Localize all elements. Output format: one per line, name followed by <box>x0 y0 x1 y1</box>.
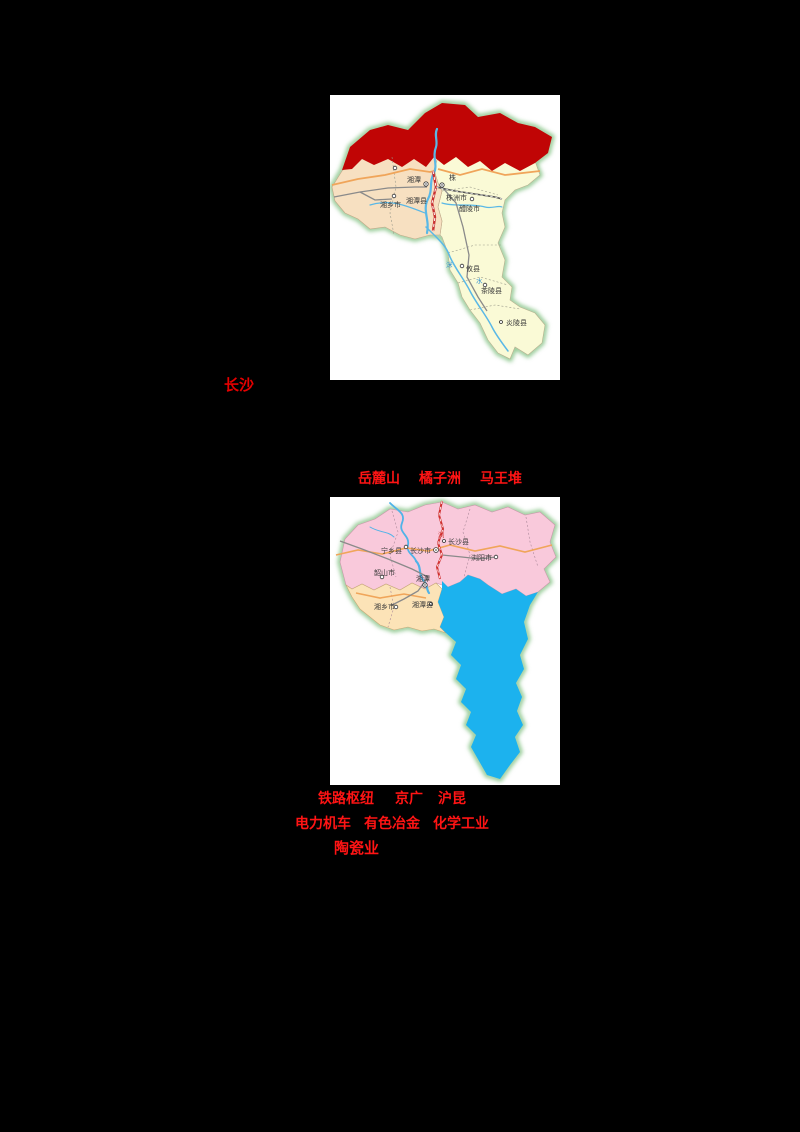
map2-label-liuyang: 浏阳市 <box>471 553 492 562</box>
map2-rivers <box>369 502 431 595</box>
map1-label-chaling: 茶陵县 <box>481 286 502 295</box>
zhuzhou-industries-line: 电力机车 有色冶金 化学工业 <box>295 816 502 830</box>
map2-svg: 宁乡县 长沙市 长沙县 浏阳市 韶山市 湘潭 湘乡市 湘潭县 浏 <box>335 499 559 782</box>
map1-label-yanling: 炎陵县 <box>506 318 527 327</box>
map-figure-changsha-highlighted: 湘潭 株 湘乡市 湘潭县 株洲市 醴陵市 攸县 茶陵县 炎陵县 洣 水 <box>330 95 560 380</box>
nonferrous-metallurgy-text: 有色冶金 <box>364 815 420 831</box>
map1-label-you-county: 攸县 <box>466 264 480 273</box>
map1-svg: 湘潭 株 湘乡市 湘潭县 株洲市 醴陵市 攸县 茶陵县 炎陵县 洣 水 <box>330 100 555 363</box>
map2-label-shaoshan: 韶山市 <box>374 568 395 577</box>
map2-label-liu-river: 浏 <box>438 530 445 539</box>
railway-hub-text: 铁路枢纽 <box>318 790 374 806</box>
map1-label-xiangxiang: 湘乡市 <box>380 200 401 209</box>
hukun-line-text: 沪昆 <box>438 790 466 806</box>
map-figure-zhuzhou-highlighted: 宁乡县 长沙市 长沙县 浏阳市 韶山市 湘潭 湘乡市 湘潭县 浏 <box>330 497 560 785</box>
zhuzhou-railway-line: 铁路枢纽 京广 沪昆 <box>318 791 466 805</box>
attraction-juzizhou: 橘子洲 <box>419 470 461 486</box>
map2-city-markers <box>379 539 499 610</box>
map1-label-zhu: 株 <box>449 173 456 182</box>
map1-roads-orange <box>331 168 541 186</box>
chemical-industry-text: 化学工业 <box>433 815 489 831</box>
ceramics-industry-line: 陶瓷业 <box>334 841 379 856</box>
map1-label-zhuzhou-city: 株洲市 <box>446 193 467 202</box>
map2-label-xiangtan: 湘潭 <box>416 574 430 583</box>
attraction-mawangdui: 马王堆 <box>480 470 522 486</box>
electric-locomotive-text: 电力机车 <box>295 815 351 831</box>
map1-region-zhuzhou-area <box>433 152 546 360</box>
map2-railway <box>435 500 445 580</box>
changsha-attractions-line: 岳麓山 橘子洲 马王堆 <box>358 471 541 485</box>
jingguang-line-text: 京广 <box>395 790 423 806</box>
map2-label-xiangtan-county: 湘潭县 <box>412 600 433 609</box>
map1-label-liling: 醴陵市 <box>459 204 480 213</box>
map2-label-changsha-city: 长沙市 <box>410 546 431 555</box>
map1-roads-gray <box>333 186 488 312</box>
map2-region-zhuzhou-highlight <box>438 575 538 779</box>
map1-region-changsha-highlight <box>342 103 552 171</box>
map1-city-markers <box>391 165 503 324</box>
map1-label-xiangtan-city: 湘潭 <box>407 175 421 184</box>
section-label-changsha: 长沙 <box>224 377 255 394</box>
map1-label-xiangtan-county: 湘潭县 <box>406 196 427 205</box>
map2-label-xiangxiang: 湘乡市 <box>374 602 395 611</box>
map1-railways <box>430 170 503 232</box>
map2-label-changsha-county: 长沙县 <box>448 537 469 546</box>
map1-label-mi-river-2: 水 <box>476 276 483 285</box>
map2-label-ningxiang: 宁乡县 <box>381 546 402 555</box>
attraction-yuelushan: 岳麓山 <box>358 470 400 486</box>
ceramics-text: 陶瓷业 <box>334 840 380 857</box>
map1-label-mi-river-1: 洣 <box>446 260 453 269</box>
map2-region-changsha-area <box>339 501 557 597</box>
